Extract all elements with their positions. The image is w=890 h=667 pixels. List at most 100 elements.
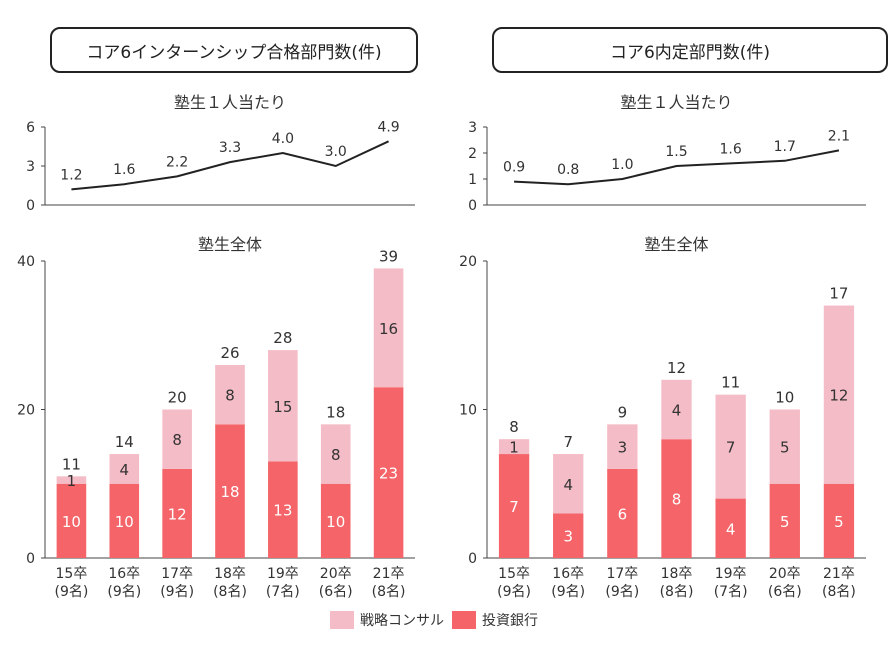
right-bottom-bar-total: 8 (509, 418, 519, 436)
right-bottom-bar-ib (661, 439, 692, 558)
left-bottom-bar-consulting (320, 424, 351, 484)
right-bottom-bar-label-consulting: 4 (672, 402, 682, 420)
left-bottom-x-tick-label: 21卒 (373, 566, 405, 582)
left-bottom-x-tick-sublabel: (7名) (266, 584, 300, 600)
left-bottom-bar-ib (56, 483, 87, 558)
left-top-y-tick-label: 3 (26, 159, 35, 175)
legend: 戦略コンサル 投資銀行 (330, 610, 546, 630)
left-bottom-x-tick-sublabel: (9名) (107, 584, 141, 600)
right-bottom-x-tick-sublabel: (9名) (605, 584, 639, 600)
left-bottom-bar-ib (373, 387, 404, 558)
left-top-data-label: 4.0 (272, 131, 294, 147)
right-bottom-x-tick-sublabel: (7名) (714, 584, 748, 600)
right-top-subtitle: 塾生１人当たり (620, 93, 732, 112)
left-bottom-y-tick-label: 0 (26, 551, 35, 567)
right-top-data-label: 1.6 (720, 141, 742, 157)
right-bottom-x-tick-label: 15卒 (498, 566, 530, 582)
left-bottom-bar-consulting (373, 268, 404, 388)
right-bottom-y-tick-label: 10 (459, 403, 477, 419)
left-top-data-label: 3.0 (325, 144, 347, 160)
left-top-data-label: 4.9 (377, 119, 399, 135)
left-top-y-tick-label: 6 (26, 120, 35, 136)
left-bottom-y-tick-label: 40 (17, 254, 35, 270)
left-top-data-label: 2.2 (166, 154, 188, 170)
right-bottom-bar-label-consulting: 4 (563, 476, 573, 494)
right-bottom-bar-total: 11 (721, 374, 740, 392)
right-bottom-bar-label-consulting: 12 (829, 387, 848, 405)
right-bottom-bar-label-consulting: 3 (618, 439, 628, 457)
right-bottom-bar-label-ib: 5 (834, 513, 844, 531)
left-top-data-label: 1.6 (113, 162, 135, 178)
left-bottom-bar-total: 18 (326, 403, 345, 421)
right-bottom-x-tick-label: 21卒 (823, 566, 855, 582)
right-bottom-bar-ib (607, 468, 638, 558)
right-bottom-bar-total: 12 (667, 359, 686, 377)
right-bottom-bar-label-ib: 3 (563, 528, 573, 546)
left-bottom-subtitle: 塾生全体 (198, 235, 262, 254)
right-bottom-bar-ib (769, 483, 800, 558)
right-bottom-x-tick-label: 16卒 (552, 566, 584, 582)
right-top-y-tick-label: 0 (468, 198, 477, 214)
right-bottom-bar-label-ib: 5 (780, 513, 790, 531)
right-bottom-bar-label-ib: 6 (618, 505, 628, 523)
left-bottom-bar-label-consulting: 15 (273, 398, 292, 416)
left-bottom-bar-consulting (268, 350, 298, 462)
right-bottom-bar-consulting (769, 409, 800, 484)
left-bottom-bar-label-consulting: 8 (331, 446, 341, 464)
right-bottom-bar-ib (498, 454, 530, 558)
left-bottom-x-tick-sublabel: (9名) (160, 584, 194, 600)
left-bottom-bar-ib (215, 424, 245, 558)
left-bottom-bar-ib (268, 461, 298, 558)
left-bottom-x-tick-label: 15卒 (56, 566, 88, 582)
left-bottom-bar-label-ib: 23 (379, 465, 398, 483)
left-bottom-bar-label-ib: 10 (62, 513, 81, 531)
left-top-y-tick-label: 0 (26, 198, 35, 214)
left-bottom-x-tick-sublabel: (8名) (372, 584, 406, 600)
left-bottom-bar-label-consulting: 8 (225, 387, 235, 405)
right-top-data-label: 0.9 (503, 160, 525, 176)
left-bottom-y-tick-label: 20 (17, 403, 35, 419)
left-bottom-x-tick-label: 18卒 (214, 566, 246, 582)
left-panel-title: コア6インターンシップ合格部門数(件) (86, 42, 382, 63)
right-bottom-x-tick-sublabel: (8名) (822, 584, 856, 600)
left-bottom-bar-label-ib: 18 (220, 483, 239, 501)
left-bottom-bar-total: 28 (273, 329, 292, 347)
right-bottom-x-tick-sublabel: (9名) (497, 584, 531, 600)
left-bottom-x-tick-sublabel: (8名) (213, 584, 247, 600)
right-bottom-bar-label-ib: 8 (672, 491, 682, 509)
left-bottom-bar-total: 14 (115, 433, 134, 451)
right-title-box: コア6内定部門数(件) (492, 27, 888, 73)
right-bottom-bar-total: 10 (775, 389, 794, 407)
left-bottom-bar-label-ib: 12 (168, 505, 187, 523)
right-bottom-bar-ib (823, 483, 855, 558)
left-bottom-x-tick-label: 19卒 (267, 566, 299, 582)
right-bottom-bar-label-ib: 7 (509, 498, 519, 516)
right-bottom-bar-ib (553, 513, 584, 558)
left-bottom-x-tick-sublabel: (6名) (319, 584, 353, 600)
left-bottom-bar-label-ib: 13 (273, 502, 292, 520)
right-bottom-x-tick-label: 19卒 (715, 566, 747, 582)
right-top-y-tick-label: 3 (468, 120, 477, 136)
right-bottom-bar-total: 9 (618, 403, 628, 421)
right-top-data-label: 1.7 (774, 139, 796, 155)
right-bottom-bar-label-consulting: 7 (726, 439, 736, 457)
left-bottom-bar-label-consulting: 1 (67, 472, 77, 490)
left-bottom-x-tick-label: 20卒 (320, 566, 352, 582)
left-bottom-bar-consulting (109, 454, 140, 484)
left-bottom-bar-label-consulting: 8 (172, 431, 182, 449)
right-top-data-label: 0.8 (557, 162, 579, 178)
right-bottom-bar-label-consulting: 1 (509, 439, 519, 457)
left-bottom-bar-total: 39 (379, 247, 398, 265)
right-bottom-subtitle: 塾生全体 (644, 235, 708, 254)
left-bottom-bar-total: 11 (62, 455, 81, 473)
right-bottom-bar-label-consulting: 5 (780, 439, 790, 457)
legend-label-ib: 投資銀行 (482, 613, 538, 629)
right-top-data-label: 1.0 (611, 157, 633, 173)
right-bottom-x-tick-label: 18卒 (661, 566, 693, 582)
left-top-subtitle: 塾生１人当たり (174, 93, 286, 112)
left-bottom-bar-label-ib: 10 (326, 513, 345, 531)
legend-swatch-consulting (330, 611, 354, 629)
left-bottom-bar-consulting (162, 409, 192, 469)
right-bottom-bar-ib (715, 498, 746, 558)
